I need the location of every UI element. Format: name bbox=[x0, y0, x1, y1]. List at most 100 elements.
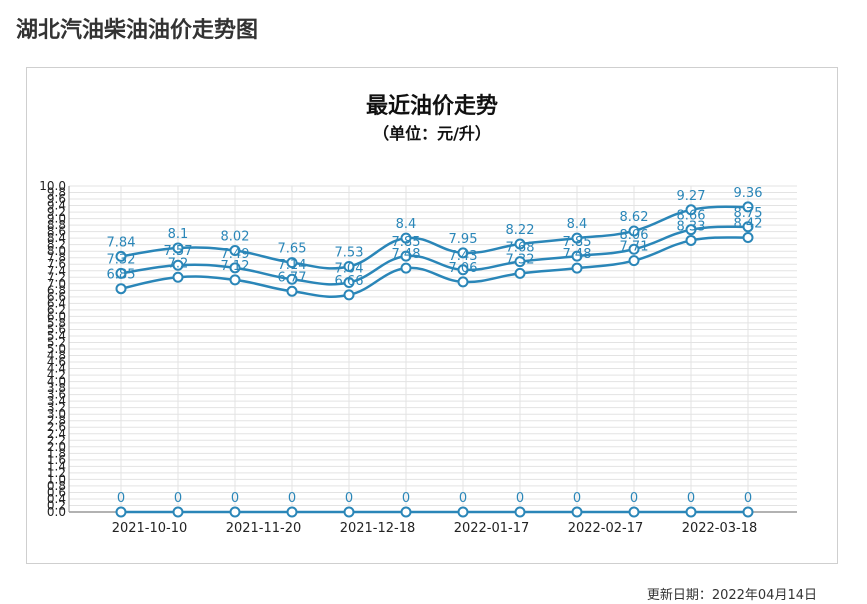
y-tick-label: 1.2 bbox=[47, 466, 66, 480]
data-label: 8.62 bbox=[620, 210, 649, 225]
data-label: 0 bbox=[117, 491, 125, 506]
data-label: 7.85 bbox=[392, 235, 421, 250]
data-label: 0 bbox=[630, 491, 638, 506]
y-tick-label: 7.6 bbox=[47, 257, 66, 271]
data-label: 7.84 bbox=[107, 235, 136, 250]
data-label: 7.68 bbox=[506, 241, 535, 256]
data-point bbox=[286, 257, 298, 269]
y-tick-label: 4.0 bbox=[47, 375, 66, 389]
series-line bbox=[120, 205, 749, 270]
y-tick-label: 3.4 bbox=[47, 394, 66, 408]
data-point bbox=[742, 232, 754, 244]
data-label: 0 bbox=[174, 491, 182, 506]
y-tick-label: 7.0 bbox=[47, 277, 66, 291]
y-tick-label: 1.8 bbox=[47, 446, 66, 460]
y-tick-label: 7.4 bbox=[47, 264, 66, 278]
x-tick-label: 2021-12-18 bbox=[340, 521, 416, 536]
series-line bbox=[120, 236, 749, 298]
data-point bbox=[229, 506, 241, 518]
data-label: 6.66 bbox=[335, 274, 364, 289]
data-point bbox=[115, 267, 127, 279]
data-label: 7.04 bbox=[335, 261, 364, 276]
y-tick-label: 6.8 bbox=[47, 283, 66, 297]
data-label: 7.71 bbox=[620, 240, 649, 255]
data-label: 7.32 bbox=[107, 252, 136, 267]
page-title: 湖北汽油柴油油价走势图 bbox=[16, 18, 259, 43]
x-tick-label: 2022-02-17 bbox=[568, 521, 644, 536]
y-tick-label: 4.8 bbox=[47, 349, 66, 363]
y-tick-label: 5.6 bbox=[47, 322, 66, 336]
data-point bbox=[628, 243, 640, 255]
data-label: 8.75 bbox=[734, 206, 763, 221]
x-tick-label: 2021-11-20 bbox=[226, 521, 302, 536]
y-tick-label: 8.0 bbox=[47, 244, 66, 258]
y-tick-label: 9.6 bbox=[47, 192, 66, 206]
data-label: 0 bbox=[231, 491, 239, 506]
data-point bbox=[343, 289, 355, 301]
data-label: 8.1 bbox=[168, 227, 189, 242]
data-label: 0 bbox=[459, 491, 467, 506]
y-tick-label: 3.0 bbox=[47, 407, 66, 421]
data-point bbox=[115, 250, 127, 262]
data-point bbox=[742, 221, 754, 233]
update-label: 更新日期： bbox=[646, 588, 712, 603]
data-label: 7.53 bbox=[335, 246, 364, 261]
data-point bbox=[457, 247, 469, 259]
y-tick-label: 3.8 bbox=[47, 381, 66, 395]
data-point bbox=[685, 506, 697, 518]
data-label: 9.27 bbox=[677, 189, 706, 204]
data-label: 8.66 bbox=[677, 209, 706, 224]
data-point bbox=[286, 273, 298, 285]
data-point bbox=[343, 506, 355, 518]
y-tick-label: 6.2 bbox=[47, 303, 66, 317]
data-label: 7.43 bbox=[449, 249, 478, 264]
data-point bbox=[286, 506, 298, 518]
update-date: 2022年04月14日 bbox=[711, 588, 817, 603]
update-info: 更新日期：2022年04月14日 bbox=[647, 584, 817, 603]
y-tick-label: 0.4 bbox=[47, 492, 66, 506]
data-label: 6.77 bbox=[278, 270, 307, 285]
y-tick-label: 9.4 bbox=[47, 199, 66, 213]
y-tick-label: 2.2 bbox=[47, 433, 66, 447]
y-tick-label: 4.4 bbox=[47, 362, 66, 376]
data-point bbox=[685, 234, 697, 246]
data-point bbox=[628, 255, 640, 267]
data-point bbox=[571, 250, 583, 262]
data-label: 8.4 bbox=[396, 217, 417, 232]
x-tick-label: 2022-01-17 bbox=[454, 521, 530, 536]
data-point bbox=[685, 204, 697, 216]
y-tick-label: 3.6 bbox=[47, 388, 66, 402]
data-label: 7.65 bbox=[278, 242, 307, 257]
y-tick-label: 6.0 bbox=[47, 309, 66, 323]
data-point bbox=[457, 506, 469, 518]
chart-container: 最近油价走势 （单位：元/升） 0.0 0.2 0.4 0.6 0.8 1.0 1.2 1.4… bbox=[26, 67, 838, 564]
data-point bbox=[115, 283, 127, 295]
data-label: 7.49 bbox=[221, 247, 250, 262]
data-point bbox=[172, 242, 184, 254]
data-point bbox=[742, 201, 754, 213]
data-point bbox=[172, 259, 184, 271]
y-tick-label: 1.0 bbox=[47, 472, 66, 486]
data-point bbox=[400, 232, 412, 244]
y-tick-label: 5.8 bbox=[47, 316, 66, 330]
y-tick-label: 8.6 bbox=[47, 225, 66, 239]
data-point bbox=[571, 232, 583, 244]
x-tick-label: 2022-03-18 bbox=[682, 521, 758, 536]
y-tick-label: 2.4 bbox=[47, 427, 66, 441]
data-point bbox=[229, 274, 241, 286]
axis-layer: 0.00.20.40.60.81.01.21.41.61.82.02.22.42… bbox=[39, 179, 797, 536]
data-label: 8.06 bbox=[620, 228, 649, 243]
y-tick-label: 1.4 bbox=[47, 459, 66, 473]
y-tick-label: 4.2 bbox=[47, 368, 66, 382]
series-layer: 7.84 8.1 8.02 7.65 7.53 8.4 7.95 8.22 8.4 8.62 9.2… bbox=[107, 186, 763, 518]
y-tick-label: 8.8 bbox=[47, 218, 66, 232]
y-tick-label: 7.2 bbox=[47, 270, 66, 284]
y-tick-label: 4.6 bbox=[47, 355, 66, 369]
data-point bbox=[571, 506, 583, 518]
y-tick-label: 2.6 bbox=[47, 420, 66, 434]
data-label: 6.85 bbox=[107, 268, 136, 283]
data-point bbox=[742, 506, 754, 518]
data-point bbox=[514, 506, 526, 518]
data-point bbox=[400, 250, 412, 262]
data-label: 0 bbox=[345, 491, 353, 506]
